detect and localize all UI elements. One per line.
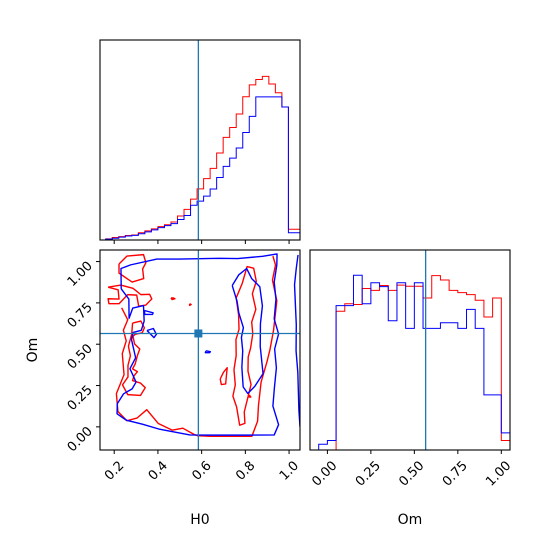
- joint-xtick-label: 0.2: [102, 458, 127, 483]
- hist-H0-panel: [99, 39, 301, 244]
- hist-Om-xtick-label: 0.50: [396, 458, 427, 489]
- contour-red-8: [248, 394, 252, 398]
- contour-red-3: [232, 265, 257, 426]
- contour-red-6: [188, 303, 192, 307]
- hist-Om-xtick-label: 0.25: [353, 458, 384, 489]
- hist-H0-red-series: [105, 75, 300, 240]
- contour-red-5: [170, 297, 176, 301]
- joint-ytick-label: 0.00: [65, 424, 96, 455]
- hist-Om-frame: [309, 249, 511, 451]
- joint-ytick-label: 0.25: [65, 383, 96, 414]
- hist-H0-blue-series: [105, 96, 300, 240]
- hist-H0-plot: [105, 40, 300, 240]
- joint-ytick-label: 0.50: [65, 341, 96, 372]
- truth-marker: [194, 329, 203, 338]
- contour-blue-10: [293, 254, 300, 427]
- joint-xtick-label: 0.6: [189, 458, 214, 483]
- joint-frame: [99, 249, 301, 451]
- contour-blue-14: [204, 350, 212, 354]
- contour-blue-9: [116, 253, 280, 436]
- hist-H0-frame: [99, 39, 301, 241]
- joint-plot: [100, 250, 300, 450]
- joint-ytick-label: 1.00: [65, 259, 96, 290]
- joint-xtick-label: 1.0: [277, 458, 302, 483]
- contour-red-1: [107, 284, 153, 307]
- joint-xtick-label: 0.8: [233, 458, 258, 483]
- joint-xtick-label: 0.4: [146, 458, 171, 483]
- y-axis-label-Om: Om: [25, 338, 41, 363]
- hist-Om-plot: [318, 250, 510, 450]
- contour-blue-11: [231, 267, 264, 395]
- hist-Om-xtick-label: 1.00: [483, 458, 514, 489]
- contour-red-7: [219, 366, 228, 386]
- joint-ytick-label: 0.75: [65, 300, 96, 331]
- x-axis-label-H0: H0: [190, 512, 209, 528]
- hist-Om-panel: 0.00 0.25 0.50 0.75 1.00: [309, 249, 514, 490]
- hist-Om-xtick-label: 0.75: [440, 458, 471, 489]
- joint-contour-panel: 0.2 0.4 0.6 0.8 1.0 0.00 0.25 0.50 0.75 1.00: [65, 249, 302, 484]
- contour-red-0: [118, 253, 147, 283]
- contour-blue-13: [143, 309, 154, 316]
- contour-blue-12: [146, 327, 158, 339]
- hist-Om-xtick-label: 0.00: [309, 458, 340, 489]
- hist-Om-blue-series: [318, 274, 510, 450]
- x-axis-label-Om: Om: [398, 512, 423, 528]
- contour-red-2: [115, 255, 278, 437]
